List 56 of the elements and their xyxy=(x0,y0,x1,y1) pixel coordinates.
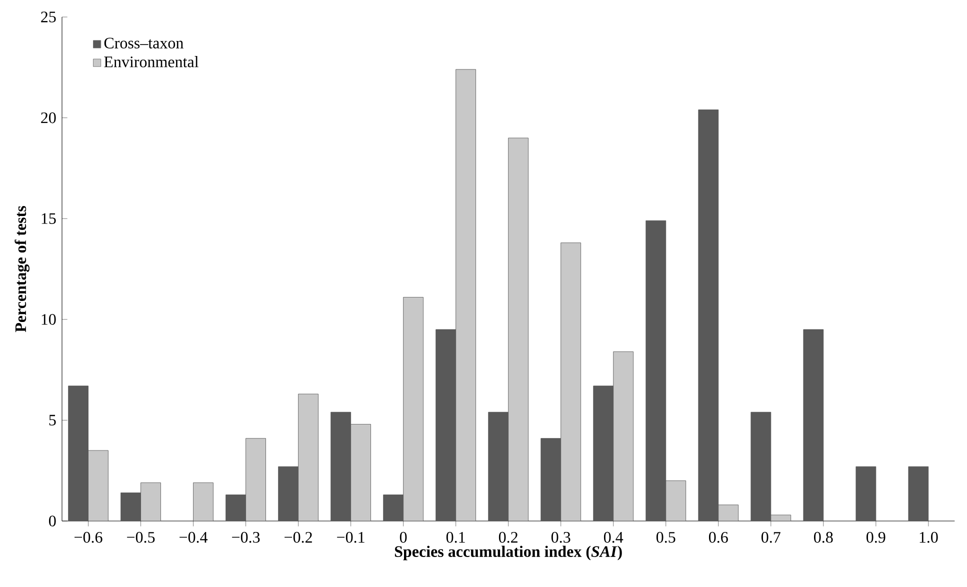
legend-label: Environmental xyxy=(104,56,198,68)
bar xyxy=(613,351,634,522)
x-tick-label: −0.6 xyxy=(74,532,102,543)
bar xyxy=(403,297,424,522)
x-tick-label: 0.9 xyxy=(866,532,886,543)
y-tick-label: 20 xyxy=(41,112,56,124)
legend-label: Cross–taxon xyxy=(104,38,184,48)
x-tick-label: −0.3 xyxy=(232,532,260,543)
x-tick-label: −0.1 xyxy=(337,532,364,543)
x-tick-label: 0.1 xyxy=(446,532,465,543)
bar xyxy=(488,412,509,522)
x-tick-label: 0.4 xyxy=(604,532,624,543)
x-tick-label: 0.8 xyxy=(814,532,833,543)
bar xyxy=(436,329,456,522)
x-tick-label: −0.5 xyxy=(127,532,155,543)
bar xyxy=(540,438,562,522)
bar xyxy=(120,492,141,522)
bar xyxy=(193,482,214,522)
bar xyxy=(278,466,298,522)
x-axis-title: Species accumulation index (SAI) xyxy=(394,546,622,560)
y-tick-label: 25 xyxy=(41,12,56,22)
x-tick-label: 0 xyxy=(400,532,407,543)
bar xyxy=(350,424,371,522)
y-tick-label: 15 xyxy=(42,213,56,224)
bar xyxy=(88,450,108,522)
bar xyxy=(560,242,582,522)
bar xyxy=(456,69,476,522)
y-tick-label: 0 xyxy=(49,516,56,526)
x-tick-label: −0.2 xyxy=(284,532,312,543)
bar xyxy=(646,220,666,522)
x-tick-label: 0.5 xyxy=(656,532,676,543)
x-tick-label: 0.7 xyxy=(761,532,780,543)
bar xyxy=(698,110,719,522)
bar xyxy=(383,494,404,522)
bar xyxy=(718,504,739,522)
x-tick-label: 0.6 xyxy=(708,532,728,543)
bar xyxy=(508,138,528,522)
y-axis-title: Percentage of tests xyxy=(14,206,30,332)
bar xyxy=(68,386,88,522)
bar xyxy=(593,386,614,522)
bar xyxy=(856,466,876,522)
y-tick-label: 10 xyxy=(42,314,56,325)
bar xyxy=(246,438,266,522)
bar xyxy=(226,494,246,522)
x-tick-label: 0.2 xyxy=(498,532,518,543)
x-tick-label: 0.3 xyxy=(551,532,570,543)
bar xyxy=(666,480,686,522)
x-tick-label: −0.4 xyxy=(180,532,208,543)
x-tick-label: 1.0 xyxy=(920,532,938,543)
bar xyxy=(330,412,352,522)
y-tick-label: 5 xyxy=(49,414,56,426)
bar xyxy=(908,466,929,522)
bar xyxy=(750,412,772,522)
bar xyxy=(803,329,824,522)
bar xyxy=(140,482,161,522)
bar xyxy=(298,394,318,522)
